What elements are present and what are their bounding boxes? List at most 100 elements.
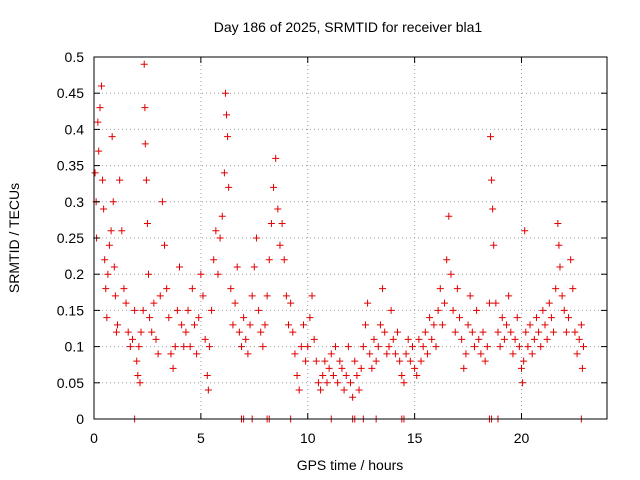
data-point — [468, 328, 476, 336]
data-point — [451, 328, 459, 336]
data-point — [359, 343, 367, 351]
data-point — [361, 321, 369, 329]
data-point — [225, 183, 233, 191]
data-point — [204, 386, 212, 394]
data-point — [545, 299, 553, 307]
data-point — [169, 364, 177, 372]
x-tick-label: 10 — [300, 430, 316, 446]
data-point — [432, 343, 440, 351]
data-point — [261, 321, 269, 329]
data-point — [252, 234, 260, 242]
data-point — [332, 343, 340, 351]
data-point — [543, 335, 551, 343]
x-axis-ticks: 0 5 10 15 20 — [90, 57, 529, 446]
data-point — [325, 364, 333, 372]
data-point — [481, 357, 489, 365]
data-point — [203, 372, 211, 380]
data-point — [184, 306, 192, 314]
data-point — [396, 357, 404, 365]
y-tick-label: 0.5 — [65, 49, 85, 65]
data-point — [118, 227, 126, 235]
data-point — [526, 321, 534, 329]
data-point — [220, 169, 228, 177]
data-point — [265, 256, 273, 264]
data-point — [385, 343, 393, 351]
x-tick-label: 5 — [197, 430, 205, 446]
data-point — [419, 343, 427, 351]
data-point — [141, 140, 149, 148]
y-tick-label: 0.45 — [57, 85, 84, 101]
data-point — [334, 379, 342, 387]
data-point — [227, 285, 235, 293]
data-point — [417, 357, 425, 365]
data-point — [389, 335, 397, 343]
data-point — [319, 372, 327, 380]
data-point — [263, 292, 271, 300]
data-point — [276, 241, 284, 249]
data-point — [111, 292, 119, 300]
data-point — [197, 270, 205, 278]
data-point — [267, 220, 275, 228]
data-point — [285, 321, 293, 329]
data-point — [248, 292, 256, 300]
data-point — [134, 372, 142, 380]
data-point — [492, 299, 500, 307]
data-point — [131, 306, 139, 314]
data-point — [483, 343, 491, 351]
data-point — [449, 306, 457, 314]
data-point — [428, 335, 436, 343]
data-points — [91, 60, 587, 401]
data-point — [133, 357, 141, 365]
data-point — [152, 335, 160, 343]
data-point — [250, 263, 258, 271]
data-point — [143, 220, 151, 228]
data-point — [406, 357, 414, 365]
data-point — [161, 241, 169, 249]
data-point — [477, 350, 485, 358]
data-point — [270, 183, 278, 191]
data-point — [116, 176, 124, 184]
data-point — [423, 350, 431, 358]
data-point — [103, 314, 111, 322]
data-point — [578, 364, 586, 372]
data-point — [278, 220, 286, 228]
data-point — [445, 212, 453, 220]
data-point — [182, 328, 190, 336]
data-point — [453, 285, 461, 293]
data-point — [436, 285, 444, 293]
data-point — [274, 205, 282, 213]
data-point — [556, 263, 564, 271]
data-point — [466, 292, 474, 300]
data-point — [518, 364, 525, 372]
data-point — [224, 133, 232, 141]
data-point — [180, 343, 188, 351]
data-point — [124, 328, 132, 336]
data-point — [293, 372, 301, 380]
data-point — [487, 133, 495, 141]
data-point — [473, 306, 481, 314]
data-point — [537, 343, 545, 351]
data-point — [299, 321, 307, 329]
data-point — [244, 350, 252, 358]
data-point — [167, 350, 175, 358]
data-point — [233, 263, 241, 271]
data-point — [438, 321, 446, 329]
y-tick-label: 0 — [76, 411, 84, 427]
data-point — [114, 321, 122, 329]
y-axis-ticks: 0 0.05 0.1 0.15 0.2 0.25 0.3 0.35 0.4 0.45 0.5 — [57, 49, 607, 427]
data-point — [336, 357, 344, 365]
data-point — [520, 357, 528, 365]
data-point — [272, 154, 280, 162]
data-point — [148, 328, 156, 336]
data-point — [120, 285, 128, 293]
data-point — [539, 306, 547, 314]
y-tick-label: 0.15 — [57, 302, 84, 318]
data-point — [287, 299, 295, 307]
data-point — [402, 350, 410, 358]
data-point — [158, 198, 166, 206]
data-point — [575, 335, 583, 343]
y-tick-label: 0.4 — [65, 121, 85, 137]
data-point — [364, 299, 372, 307]
data-point — [306, 314, 314, 322]
